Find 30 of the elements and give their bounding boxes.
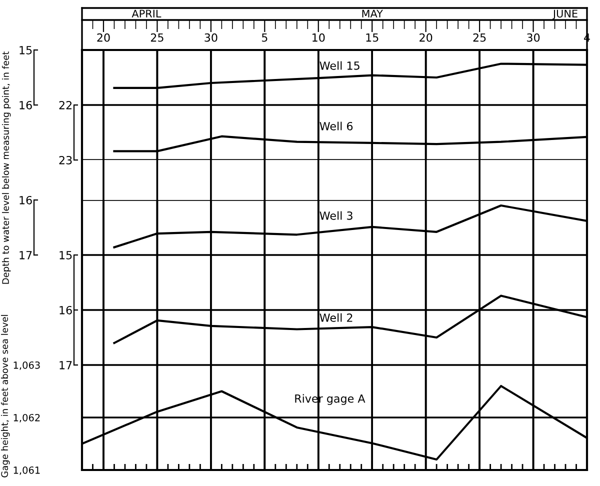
text: 25 bbox=[150, 33, 164, 42]
text: 10 bbox=[312, 33, 325, 42]
y-tick-label: 23 bbox=[59, 156, 72, 164]
text: 20 bbox=[420, 33, 432, 42]
text: 20 bbox=[97, 33, 110, 42]
y-tick-label: 15 bbox=[60, 251, 72, 260]
y-axis-title: Depth to water level below measuring point, in feet bbox=[2, 52, 11, 284]
y-tick-label: 22 bbox=[59, 100, 72, 110]
text: 15 bbox=[366, 34, 378, 42]
x2-tick-label: JUNE bbox=[552, 10, 578, 20]
x2-tick-label: APRIL bbox=[132, 10, 162, 18]
series-label: Well 2 bbox=[320, 313, 352, 322]
y-axis-title: Gage height, in feet above sea level bbox=[1, 315, 10, 478]
y-tick-label: 1,063 bbox=[14, 361, 40, 370]
y-tick-label: 16 bbox=[20, 196, 32, 204]
text: 30 bbox=[527, 33, 540, 42]
series-label: Well 15 bbox=[320, 61, 360, 70]
text: 30 bbox=[204, 33, 218, 42]
text: 5 bbox=[262, 34, 268, 42]
series-label: Well 6 bbox=[320, 122, 353, 130]
y-tick-label: 16 bbox=[60, 306, 72, 314]
y-tick-label: 1,062 bbox=[14, 414, 40, 422]
series-label: Well 3 bbox=[320, 211, 352, 220]
y-tick-label: 16 bbox=[20, 100, 32, 110]
y-tick-label: 1,061 bbox=[14, 466, 40, 475]
text: 25 bbox=[473, 33, 486, 42]
y-tick-label: 17 bbox=[60, 361, 72, 370]
y-tick-label: 17 bbox=[20, 251, 32, 260]
y-tick-label: 15 bbox=[20, 46, 32, 54]
x2-tick-label: MAY bbox=[362, 10, 383, 18]
